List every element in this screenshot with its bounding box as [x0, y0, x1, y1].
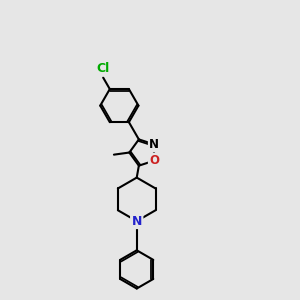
- Text: O: O: [149, 154, 159, 167]
- Text: N: N: [149, 138, 159, 151]
- Text: N: N: [131, 214, 142, 228]
- Text: Cl: Cl: [97, 62, 110, 75]
